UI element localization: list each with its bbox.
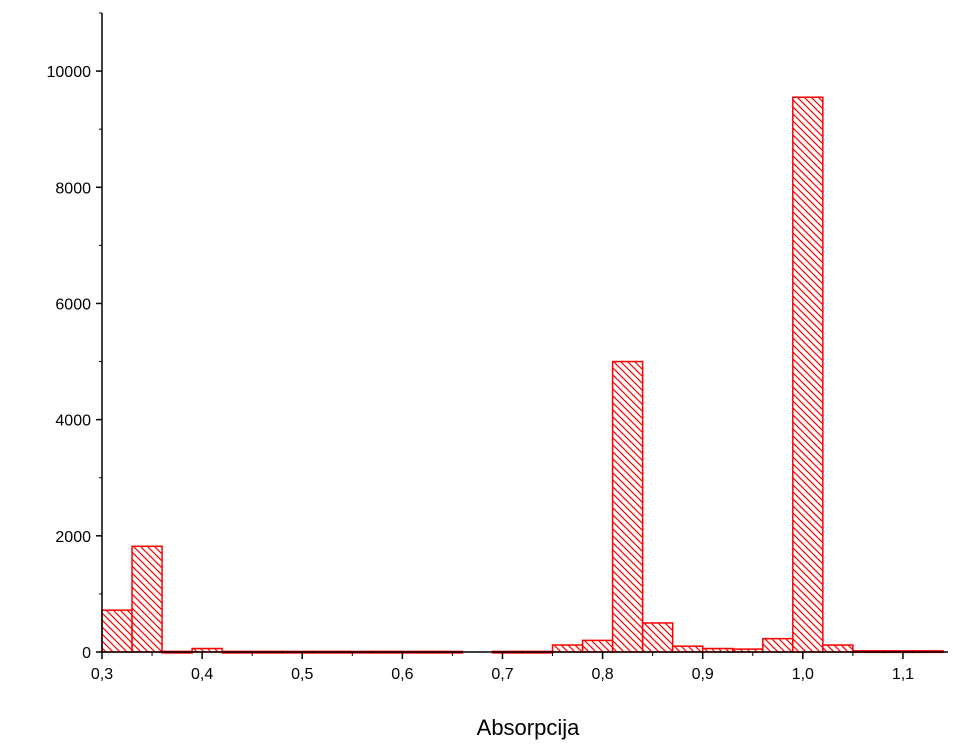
histogram-bar: [551, 644, 584, 653]
y-tick-label: 0: [82, 645, 91, 662]
bars-group: [101, 96, 944, 654]
x-tick-label: 0,7: [491, 666, 513, 683]
y-tick-label: 4000: [55, 413, 91, 430]
x-tick-label: 0,6: [391, 666, 413, 683]
y-tick-label: 8000: [55, 180, 91, 197]
histogram-bar: [581, 639, 614, 653]
histogram-bar: [131, 545, 163, 653]
y-ticks-group: 0 2000 4000 6000 8000 10000: [47, 12, 102, 662]
y-tick-label: 6000: [55, 296, 91, 313]
x-tick-label: 0,5: [291, 666, 313, 683]
x-tick-label: 1,1: [892, 666, 914, 683]
histogram-bar: [792, 96, 824, 653]
histogram-bar: [101, 609, 133, 653]
x-tick-label: 0,8: [591, 666, 613, 683]
x-tick-label: 1,0: [792, 666, 814, 683]
x-tick-label: 0,4: [191, 666, 213, 683]
axes-group: [101, 13, 948, 653]
histogram-bar: [641, 622, 674, 653]
y-tick-label: 2000: [55, 529, 91, 546]
histogram-bar: [822, 644, 854, 653]
x-tick-label: 0,9: [692, 666, 714, 683]
x-tick-label: 0,3: [91, 666, 113, 683]
y-tick-label: 10000: [47, 64, 92, 81]
histogram-bar: [762, 637, 794, 653]
histogram-bar: [671, 645, 704, 653]
x-ticks-group: 0,3 0,4 0,5 0,6 0,7 0,8 0,9 1,0 1,1: [91, 652, 914, 683]
x-axis-title: Absorpcija: [477, 715, 580, 740]
histogram-bar: [611, 360, 644, 653]
